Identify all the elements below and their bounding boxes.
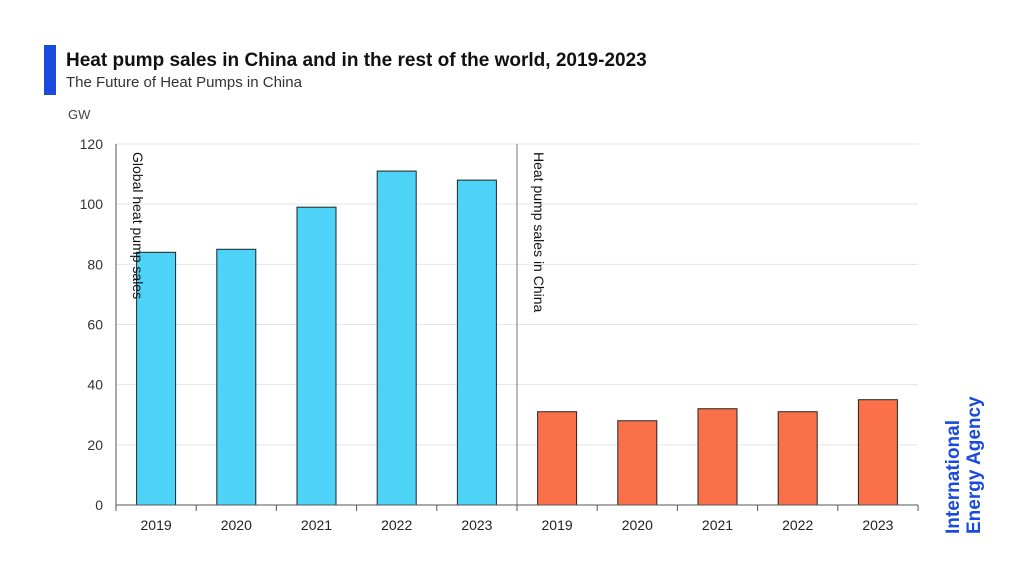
x-tick-label: 2022 [782,517,813,533]
x-tick-label: 2019 [141,517,172,533]
x-tick-label: 2023 [862,517,893,533]
y-tick-label: 40 [87,377,103,393]
x-tick-label: 2023 [461,517,492,533]
y-tick-label: 0 [95,497,103,513]
x-tick-label: 2021 [301,517,332,533]
x-tick-label: 2022 [381,517,412,533]
x-tick-label: 2019 [542,517,573,533]
iea-logo: International Energy Agency [943,396,985,534]
bar [216,248,257,506]
bar [537,411,578,506]
bar [296,206,337,506]
x-tick-label: 2021 [702,517,733,533]
chart-title: Heat pump sales in China and in the rest… [66,50,647,71]
title-accent-bar [44,45,56,95]
y-tick-label: 60 [87,317,103,333]
bar [617,420,658,506]
x-tick-label: 2020 [622,517,653,533]
y-tick-label: 120 [80,136,104,152]
bar [376,170,417,506]
bar [456,179,497,506]
bar [777,411,818,506]
bar [697,408,738,506]
group-label: Heat pump sales in China [531,152,547,313]
y-tick-label: 100 [80,196,104,212]
chart-subtitle: The Future of Heat Pumps in China [66,74,302,91]
y-axis-unit-label: GW [68,107,91,122]
bar [136,251,177,506]
group-label: Global heat pump sales [130,152,146,299]
bar [857,399,898,506]
y-tick-label: 20 [87,437,103,453]
logo-line-2: Energy Agency [964,396,985,534]
x-tick-label: 2020 [221,517,252,533]
logo-line-1: International [943,420,964,534]
y-tick-label: 80 [87,256,103,272]
